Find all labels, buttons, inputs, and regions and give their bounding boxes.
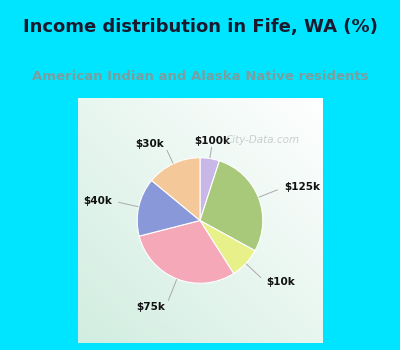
Wedge shape bbox=[137, 181, 200, 236]
Text: $30k: $30k bbox=[135, 139, 164, 149]
Wedge shape bbox=[152, 158, 200, 220]
Text: $10k: $10k bbox=[266, 277, 295, 287]
Text: American Indian and Alaska Native residents: American Indian and Alaska Native reside… bbox=[32, 70, 368, 83]
Text: $75k: $75k bbox=[137, 302, 166, 312]
Wedge shape bbox=[200, 220, 255, 273]
Wedge shape bbox=[139, 220, 234, 283]
Wedge shape bbox=[200, 158, 220, 220]
Text: $40k: $40k bbox=[83, 196, 112, 206]
Text: $125k: $125k bbox=[284, 182, 320, 192]
Wedge shape bbox=[200, 161, 263, 251]
Text: City-Data.com: City-Data.com bbox=[226, 135, 300, 145]
Text: $100k: $100k bbox=[194, 136, 230, 146]
Text: Income distribution in Fife, WA (%): Income distribution in Fife, WA (%) bbox=[22, 19, 378, 36]
